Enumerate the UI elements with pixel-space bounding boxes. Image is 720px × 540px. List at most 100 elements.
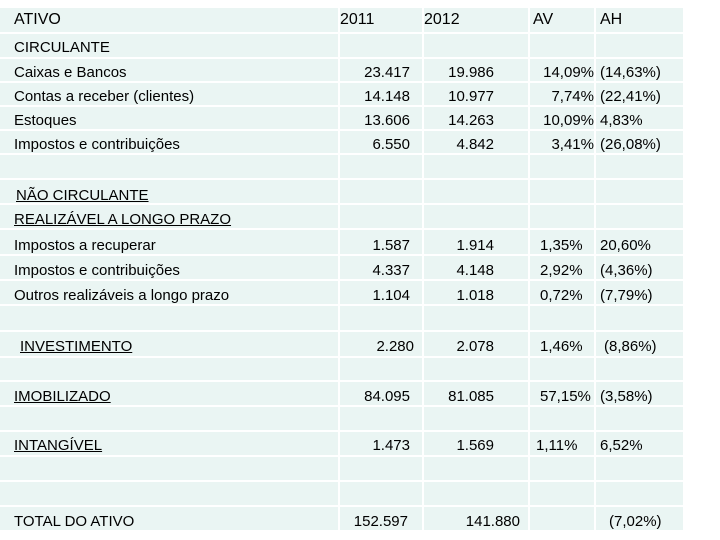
row-2011: 4.337 <box>372 262 410 279</box>
investimento-label: INVESTIMENTO <box>20 338 133 355</box>
table-cell <box>0 230 340 256</box>
header-2012: 2012 <box>424 11 460 28</box>
row-2011: 6.550 <box>372 136 410 153</box>
table-cell <box>424 8 530 34</box>
table-cell <box>340 131 424 155</box>
table-cell <box>340 230 424 256</box>
row-2011: 14.148 <box>364 88 410 105</box>
table-cell <box>596 507 685 532</box>
total-2011: 152.597 <box>353 513 408 530</box>
table-cell <box>340 332 424 358</box>
row-label: Contas a receber (clientes) <box>14 88 195 105</box>
table-cell <box>530 482 596 507</box>
table-cell <box>530 281 596 306</box>
total-label: TOTAL DO ATIVO <box>14 513 135 530</box>
intangivel-ah: 6,52% <box>600 437 643 454</box>
table-cell <box>424 281 530 306</box>
table-cell <box>340 507 424 532</box>
row-av: 14,09% <box>543 64 594 81</box>
table-cell <box>530 8 596 34</box>
row-av: 0,72% <box>540 287 583 304</box>
table-cell <box>596 107 685 131</box>
table-cell <box>424 457 530 482</box>
table-cell <box>0 482 340 507</box>
row-2012: 10.977 <box>448 88 494 105</box>
table-cell <box>530 205 596 230</box>
row-2011: 23.417 <box>364 64 410 81</box>
table-cell <box>340 8 424 34</box>
table-cell <box>424 131 530 155</box>
header-ah: AH <box>600 11 623 28</box>
header-ativo: ATIVO <box>14 11 61 28</box>
header-2011: 2011 <box>340 11 375 28</box>
table-cell <box>0 507 340 532</box>
row-2012: 1.914 <box>456 237 494 254</box>
table-cell <box>530 382 596 407</box>
table-cell <box>0 281 340 306</box>
table-cell <box>530 83 596 107</box>
table-cell <box>596 407 685 432</box>
table-cell <box>340 205 424 230</box>
row-ah: (7,79%) <box>600 287 653 304</box>
table-cell <box>0 256 340 281</box>
row-av: 7,74% <box>551 88 594 105</box>
table-cell <box>530 107 596 131</box>
table-cell <box>596 205 685 230</box>
table-cell <box>0 180 340 205</box>
table-cell <box>596 131 685 155</box>
imobilizado-ah: (3,58%) <box>600 388 653 405</box>
row-label: Impostos e contribuições <box>14 136 180 153</box>
table-cell <box>424 358 530 382</box>
table-cell <box>424 155 530 180</box>
intangivel-label: INTANGÍVEL <box>14 437 103 454</box>
table-cell <box>596 155 685 180</box>
table-cell <box>340 482 424 507</box>
row-av: 1,35% <box>540 237 583 254</box>
table-cell <box>530 59 596 83</box>
table-cell <box>424 256 530 281</box>
table-cell <box>424 107 530 131</box>
row-av: 2,92% <box>540 262 583 279</box>
table-cell <box>530 358 596 382</box>
table-cell <box>596 256 685 281</box>
table-cell <box>530 507 596 532</box>
table-cell <box>0 358 340 382</box>
table-cell <box>530 155 596 180</box>
section-realizavel: REALIZÁVEL A LONGO PRAZO <box>14 211 232 228</box>
table-cell <box>530 180 596 205</box>
table-cell <box>0 332 340 358</box>
row-2011: 1.104 <box>372 287 410 304</box>
table-cell <box>530 34 596 59</box>
table-cell <box>424 382 530 407</box>
row-ah: (26,08%) <box>600 136 661 153</box>
section-circulante: CIRCULANTE <box>14 39 110 56</box>
intangivel-2011: 1.473 <box>372 437 410 454</box>
table-cell <box>596 8 685 34</box>
table-cell <box>424 180 530 205</box>
table-cell <box>424 306 530 332</box>
table-cell <box>0 83 340 107</box>
table-cell <box>340 382 424 407</box>
table-cell <box>340 107 424 131</box>
row-ah: 20,60% <box>600 237 651 254</box>
table-cell <box>340 432 424 457</box>
investimento-2012: 2.078 <box>456 338 494 355</box>
table-cell <box>424 34 530 59</box>
table-cell <box>596 306 685 332</box>
imobilizado-label: IMOBILIZADO <box>14 388 111 405</box>
table-cell <box>424 332 530 358</box>
total-ah: (7,02%) <box>609 513 662 530</box>
table-cell <box>424 230 530 256</box>
row-2012: 19.986 <box>448 64 494 81</box>
investimento-ah: (8,86%) <box>604 338 657 355</box>
table-cell <box>0 107 340 131</box>
imobilizado-2011: 84.095 <box>364 388 410 405</box>
imobilizado-2012: 81.085 <box>448 388 494 405</box>
imobilizado-av: 57,15% <box>540 388 591 405</box>
table-cell <box>340 281 424 306</box>
row-label: Estoques <box>14 112 77 129</box>
table-cell <box>340 306 424 332</box>
table-cell <box>0 59 340 83</box>
row-2012: 14.263 <box>448 112 494 129</box>
